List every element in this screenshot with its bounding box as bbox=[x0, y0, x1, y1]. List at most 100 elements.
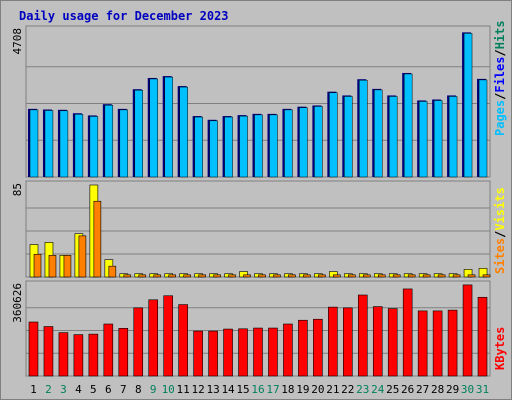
bar-kbytes-day-20 bbox=[313, 318, 323, 377]
bar-pages-day-23 bbox=[359, 79, 368, 178]
bar-pages-day-29 bbox=[448, 96, 458, 178]
x-tick-day-24: 24 bbox=[371, 383, 385, 396]
bar-kbytes-day-8 bbox=[133, 307, 144, 377]
bar-sites-day-27 bbox=[422, 274, 431, 278]
bar-sites-day-11 bbox=[183, 274, 191, 278]
bar-kbytes-day-2 bbox=[43, 326, 54, 377]
bar-pages-day-6 bbox=[104, 104, 114, 178]
bar-sites-day-21 bbox=[333, 274, 341, 278]
bar-kbytes-day-9 bbox=[148, 299, 159, 377]
bar-kbytes-day-30 bbox=[462, 284, 473, 377]
bar-pages-day-8 bbox=[134, 89, 143, 178]
x-tick-day-3: 3 bbox=[60, 383, 67, 396]
legend-kbytes-label: KBytes bbox=[493, 327, 507, 370]
svg-text:Pages/Files/Hits: Pages/Files/Hits bbox=[493, 20, 507, 136]
x-tick-day-13: 13 bbox=[206, 383, 219, 396]
svg-text:Sites/Visits: Sites/Visits bbox=[493, 187, 507, 274]
bar-pages-day-4 bbox=[74, 113, 84, 178]
bar-pages-day-14 bbox=[224, 116, 233, 178]
bar-pages-day-25 bbox=[388, 96, 398, 178]
x-tick-day-14: 14 bbox=[221, 383, 235, 396]
bar-kbytes-day-19 bbox=[298, 319, 308, 377]
bar-sites-day-26 bbox=[407, 274, 416, 278]
bar-pages-day-16 bbox=[254, 114, 263, 178]
bar-sites-day-22 bbox=[348, 274, 356, 278]
bar-pages-day-18 bbox=[284, 109, 293, 178]
bar-sites-day-24 bbox=[377, 274, 386, 278]
svg-text:KBytes: KBytes bbox=[493, 327, 507, 370]
bar-pages-day-24 bbox=[374, 89, 383, 178]
y-max-label-2: 360626 bbox=[11, 283, 24, 323]
bar-kbytes-day-14 bbox=[223, 328, 233, 377]
x-tick-day-4: 4 bbox=[75, 383, 82, 396]
bar-pages-day-1 bbox=[29, 109, 39, 178]
bar-kbytes-day-23 bbox=[357, 294, 368, 377]
bar-sites-day-1 bbox=[33, 253, 42, 278]
x-tick-day-18: 18 bbox=[281, 383, 294, 396]
bar-sites-day-2 bbox=[48, 255, 57, 278]
bar-kbytes-day-7 bbox=[118, 328, 129, 377]
bar-kbytes-day-15 bbox=[238, 328, 248, 377]
x-tick-day-12: 12 bbox=[192, 383, 205, 396]
x-tick-day-21: 21 bbox=[326, 383, 339, 396]
x-tick-day-11: 11 bbox=[177, 383, 190, 396]
bar-sites-day-4 bbox=[78, 235, 87, 278]
x-tick-day-27: 27 bbox=[416, 383, 429, 396]
x-tick-day-17: 17 bbox=[266, 383, 279, 396]
panel-hits-files-pages: 4708 bbox=[11, 25, 491, 178]
bar-pages-day-27 bbox=[418, 101, 428, 178]
bar-sites-day-12 bbox=[198, 274, 206, 278]
bar-kbytes-day-29 bbox=[447, 309, 458, 377]
bar-kbytes-day-24 bbox=[372, 306, 383, 377]
y-max-label-0: 4708 bbox=[11, 28, 24, 55]
bar-sites-day-31 bbox=[482, 274, 491, 278]
bar-pages-day-12 bbox=[194, 116, 203, 178]
chart-title: Daily usage for December 2023 bbox=[19, 9, 229, 23]
x-tick-day-31: 31 bbox=[476, 383, 489, 396]
legend-kbytes: KBytes bbox=[493, 327, 507, 370]
bar-pages-day-2 bbox=[44, 110, 54, 178]
bar-sites-day-10 bbox=[168, 274, 177, 278]
bar-kbytes-day-4 bbox=[73, 334, 84, 377]
x-tick-day-19: 19 bbox=[296, 383, 309, 396]
x-tick-day-9: 9 bbox=[150, 383, 157, 396]
bar-pages-day-26 bbox=[403, 73, 413, 178]
legend-sep-2: / bbox=[493, 49, 507, 56]
x-tick-day-20: 20 bbox=[311, 383, 324, 396]
bar-sites-day-5 bbox=[93, 200, 102, 278]
x-tick-day-15: 15 bbox=[236, 383, 249, 396]
bar-kbytes-day-13 bbox=[208, 330, 218, 377]
bar-pages-day-31 bbox=[478, 79, 488, 178]
bar-kbytes-day-11 bbox=[178, 304, 188, 377]
bar-pages-day-11 bbox=[179, 86, 188, 178]
bar-pages-day-10 bbox=[164, 76, 173, 178]
panel-visits-sites: 85 bbox=[11, 180, 491, 278]
bar-pages-day-7 bbox=[119, 109, 129, 178]
bar-kbytes-day-21 bbox=[328, 306, 338, 377]
legend-sep-1: / bbox=[493, 93, 507, 100]
legend-hits-files-pages: Pages/Files/Hits bbox=[493, 20, 507, 136]
bar-pages-day-3 bbox=[59, 110, 69, 178]
bar-pages-day-28 bbox=[433, 100, 443, 178]
bar-sites-day-8 bbox=[138, 274, 147, 278]
bar-sites-day-30 bbox=[467, 274, 476, 278]
bar-kbytes-day-25 bbox=[387, 308, 398, 377]
bar-kbytes-day-31 bbox=[477, 296, 488, 377]
bar-kbytes-day-1 bbox=[28, 321, 39, 377]
x-tick-day-8: 8 bbox=[135, 383, 142, 396]
bar-sites-day-17 bbox=[273, 274, 281, 278]
bar-kbytes-day-16 bbox=[253, 327, 263, 377]
legend-visits: Visits bbox=[493, 187, 507, 230]
bar-sites-day-29 bbox=[452, 274, 461, 278]
bar-pages-day-17 bbox=[269, 114, 278, 178]
bar-kbytes-day-22 bbox=[343, 307, 353, 377]
bar-sites-day-20 bbox=[318, 274, 326, 278]
bar-kbytes-day-17 bbox=[268, 327, 278, 377]
bar-sites-day-16 bbox=[258, 274, 266, 278]
legend-pages: Pages bbox=[493, 100, 507, 136]
bar-pages-day-15 bbox=[239, 115, 248, 178]
bar-kbytes-day-10 bbox=[163, 295, 173, 377]
x-axis-day-labels: 1 2 3 4 5 6 7 8 9 10 11 12 13 14 15 16 17 18 19 20 21 22 23 24 2… bbox=[30, 383, 489, 396]
bar-sites-day-6 bbox=[108, 265, 117, 278]
